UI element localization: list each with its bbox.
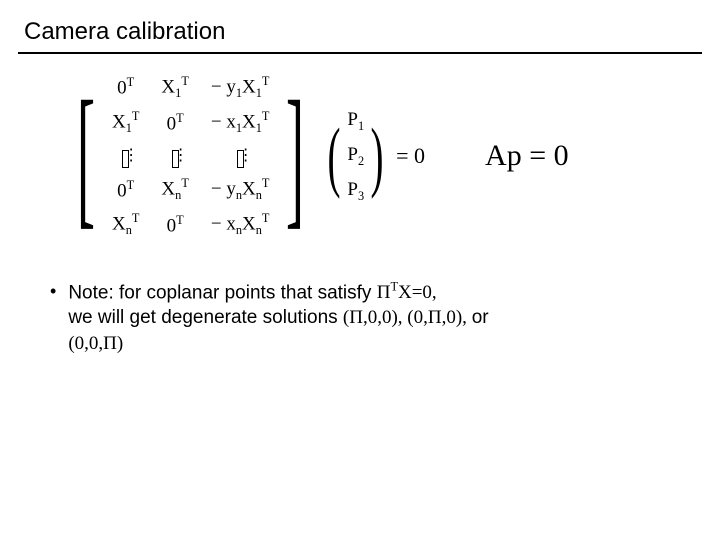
- note-fragment: or: [472, 307, 489, 328]
- matrix-cell: − xnXnT: [211, 211, 270, 238]
- note-math: (0,0,Π): [68, 333, 123, 354]
- matrix-cell: X1T: [161, 74, 188, 101]
- left-bracket-icon: [: [77, 86, 95, 226]
- matrix-cell: − ynXnT: [211, 176, 270, 203]
- matrix-cell: 0T: [112, 75, 139, 99]
- matrix-cell: 0T: [161, 213, 188, 237]
- matrix-cell: − y1X1T: [211, 74, 270, 101]
- matrix-cell: XnT: [112, 211, 139, 238]
- equation-area: [ 0T X1T − y1X1T X1T 0T − x1X1T ⋮ ⋮ ⋮ 0T…: [0, 54, 720, 259]
- vector-cell: P3: [347, 179, 364, 204]
- note-block: • Note: for coplanar points that satisfy…: [0, 259, 720, 357]
- note-fragment: Note: for coplanar points that satisfy: [68, 282, 376, 303]
- matrix-cell-vdots: ⋮: [161, 144, 188, 168]
- design-matrix-block: [ 0T X1T − y1X1T X1T 0T − x1X1T ⋮ ⋮ ⋮ 0T…: [60, 74, 425, 239]
- equals-zero: = 0: [396, 143, 425, 169]
- matrix-cell: X1T: [112, 109, 139, 136]
- compact-equation: Ap = 0: [485, 139, 569, 173]
- matrix-cell-vdots: ⋮: [112, 144, 139, 168]
- parameter-vector: P1 P2 P3: [347, 109, 364, 203]
- matrix-cell: 0T: [112, 178, 139, 202]
- slide-title: Camera calibration: [0, 0, 720, 52]
- matrix-cell: − x1X1T: [211, 109, 270, 136]
- matrix-cell-vdots: ⋮: [211, 144, 270, 168]
- left-paren-icon: (: [328, 121, 341, 191]
- note-math: ΠTX=0,: [377, 282, 437, 303]
- right-paren-icon: ): [371, 121, 384, 191]
- note-math: (Π,0,0), (0,Π,0),: [343, 307, 472, 328]
- vector-cell: P1: [347, 109, 364, 134]
- matrix-cell: XnT: [161, 176, 188, 203]
- vector-cell: P2: [347, 144, 364, 169]
- note-text: Note: for coplanar points that satisfy Π…: [68, 279, 488, 357]
- bullet-icon: •: [50, 279, 56, 304]
- design-matrix: 0T X1T − y1X1T X1T 0T − x1X1T ⋮ ⋮ ⋮ 0T X…: [112, 74, 270, 239]
- note-fragment: we will get degenerate solutions: [68, 307, 343, 328]
- right-bracket-icon: ]: [286, 86, 304, 226]
- matrix-cell: 0T: [161, 111, 188, 135]
